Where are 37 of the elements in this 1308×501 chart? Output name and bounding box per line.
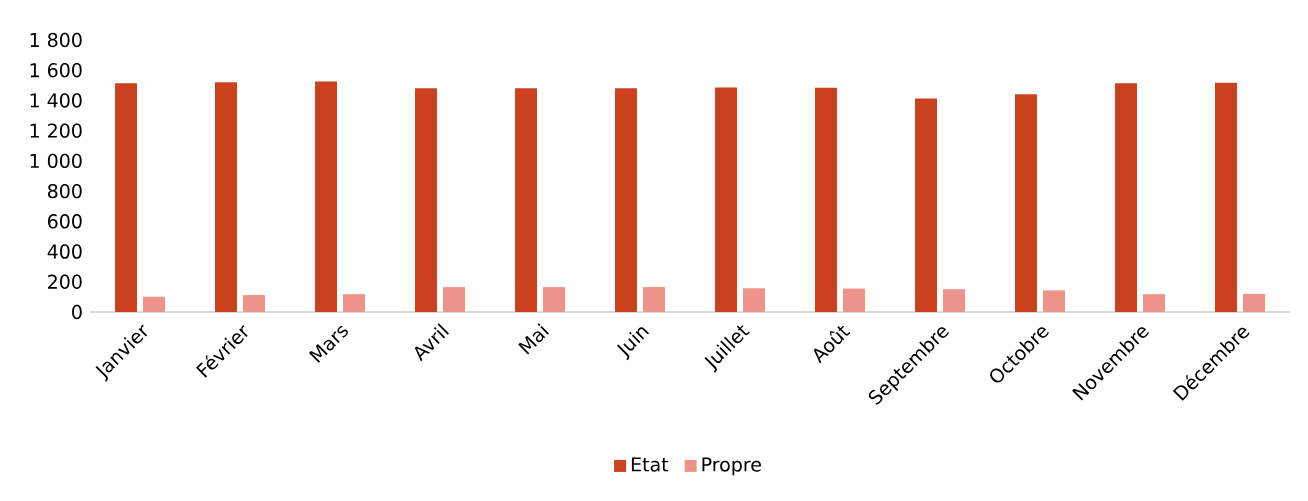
bar xyxy=(215,82,238,312)
bar xyxy=(615,88,637,312)
bar xyxy=(843,288,866,312)
legend-label: Etat xyxy=(631,457,669,472)
y-tick-label: 0 xyxy=(72,304,82,320)
legend-label: Propre xyxy=(702,457,761,476)
bar xyxy=(1015,94,1038,312)
y-tick-label: 1 200 xyxy=(30,123,82,138)
bar xyxy=(243,295,266,312)
y-tick-label: 200 xyxy=(48,274,82,289)
bar xyxy=(815,87,837,312)
bar xyxy=(1243,293,1265,312)
bar xyxy=(415,88,438,312)
bar xyxy=(543,287,566,312)
x-tick-label: Mai xyxy=(518,323,549,355)
bar xyxy=(515,88,537,312)
y-tick-label: 1 600 xyxy=(30,63,82,78)
y-tick-label: 1 000 xyxy=(30,153,82,169)
y-tick-label: 1 800 xyxy=(30,32,82,48)
y-tick-label: 1 400 xyxy=(30,93,82,108)
bar xyxy=(743,288,765,312)
bar xyxy=(143,296,165,312)
bar xyxy=(915,98,937,312)
y-tick-label: 600 xyxy=(47,214,82,229)
bar xyxy=(343,294,366,312)
bar xyxy=(1215,82,1237,312)
bar xyxy=(1115,83,1137,312)
bar xyxy=(1043,290,1065,312)
bar xyxy=(115,83,138,312)
y-tick-label: 400 xyxy=(47,244,82,259)
bar xyxy=(943,289,965,312)
bar xyxy=(315,81,337,312)
bar xyxy=(715,87,738,312)
bar xyxy=(1143,294,1166,312)
bar xyxy=(643,287,665,312)
y-tick-label: 800 xyxy=(47,183,82,199)
bar xyxy=(443,287,465,312)
